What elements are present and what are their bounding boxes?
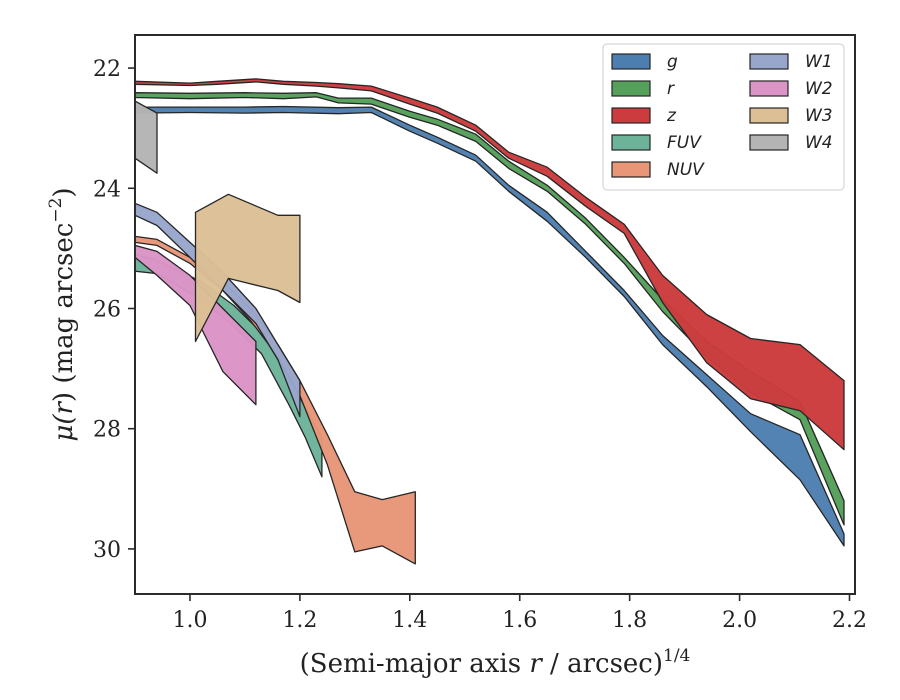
legend-swatch [611,80,651,97]
x-axis-label-exponent: 1/4 [663,646,690,666]
y-axis-label: μ(r) (mag arcsec−2) [46,187,79,441]
legend-swatch [611,134,651,151]
plot-frame [134,34,856,595]
y-axis-label-variable: r [49,401,79,415]
x-tick-label: 1.6 [502,608,537,633]
legend-label: FUV [667,133,702,153]
x-tick-label: 2.0 [722,608,757,633]
axis-ticks: 1.0 1.2 1.4 1.6 1.8 2.0 2.2 22 24 26 28 30 [93,57,867,633]
legend-item-g: g [611,52,678,72]
band-w3 [194,193,301,343]
y-tick-label: 28 [93,418,121,443]
legend-label: r [667,79,675,99]
y-tick-label: 22 [93,57,121,82]
legend-item-z: z [611,106,677,126]
y-axis-label-mu: μ( [49,414,79,442]
x-axis-label-prefix: (Semi-major axis [300,649,530,679]
y-tick-label: 24 [93,177,121,202]
legend-label: W3 [805,106,833,126]
band-w4 [135,100,158,174]
legend-label: W2 [805,79,833,99]
legend-swatch [749,134,789,151]
legend-swatch [749,53,789,70]
legend-swatch [749,107,789,124]
band-w2 [135,244,257,406]
x-axis-label-variable: r [529,649,543,679]
legend-swatch [611,107,651,124]
y-axis-label-unit: ) (mag arcsec [49,223,79,402]
legend: grz FUV NUV W1 W2 W3 W4 [602,43,845,191]
y-axis-label-exponent: −2 [46,198,66,223]
legend-item-w1: W1 [749,52,833,72]
y-tick-label: 30 [93,538,121,563]
x-tick-label: 1.2 [282,608,317,633]
y-tick-label: 26 [93,297,121,322]
legend-label: NUV [667,160,705,180]
legend-swatch [749,80,789,97]
legend-label: g [667,52,678,72]
legend-item-r: r [611,79,675,99]
legend-label: z [666,106,677,126]
profile-bands [135,78,845,565]
x-axis-label: (Semi-major axis r / arcsec)1/4 [300,646,691,679]
legend-item-nuv: NUV [611,160,705,180]
legend-label: W4 [805,133,833,153]
y-axis-label-close: ) [49,187,79,197]
legend-item-w2: W2 [749,79,833,99]
x-tick-label: 1.4 [392,608,427,633]
band-z [135,78,845,451]
legend-label: W1 [805,52,833,72]
legend-item-fuv: FUV [611,133,702,153]
legend-item-w3: W3 [749,106,833,126]
x-tick-label: 1.0 [172,608,207,633]
x-tick-label: 2.2 [832,608,867,633]
x-tick-label: 1.8 [612,608,647,633]
x-axis-label-unit: / arcsec) [542,649,663,679]
legend-item-w4: W4 [749,133,833,153]
legend-swatch [611,53,651,70]
legend-swatch [611,161,651,178]
band-r [135,92,845,526]
band-g [135,105,845,547]
